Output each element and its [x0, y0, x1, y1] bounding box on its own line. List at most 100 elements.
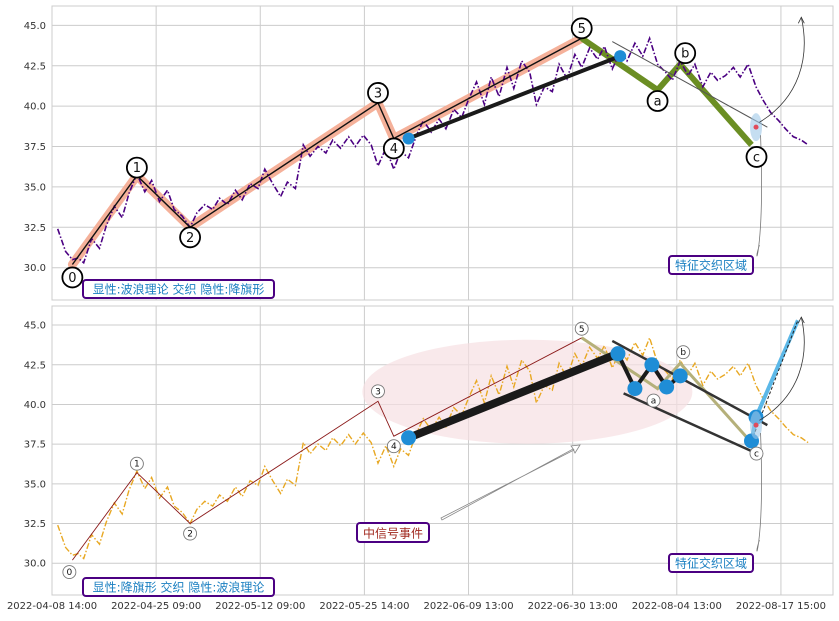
y-tick-label: 35.0	[24, 182, 46, 193]
signal-marker	[627, 381, 643, 397]
y-tick-label: 30.0	[24, 559, 46, 570]
annotation-box	[668, 553, 754, 573]
y-tick-label: 30.0	[24, 263, 46, 274]
x-tick-label: 2022-04-08 14:00	[7, 601, 97, 612]
flagpole-line	[404, 349, 622, 442]
annotation-text: 特征交织区域	[675, 556, 747, 571]
flag-upper-line	[611, 339, 768, 427]
wave-label-c: c	[753, 150, 760, 165]
zone-callout-line	[756, 433, 762, 552]
annotation-box	[668, 255, 754, 275]
wave-label-3: 3	[374, 86, 382, 101]
wave-label-5: 5	[579, 325, 585, 335]
wave-label-circle	[61, 266, 84, 289]
wave-label-circle	[371, 384, 385, 399]
wave-label-circle	[367, 82, 389, 104]
wave-label-a: a	[654, 95, 662, 110]
y-tick-label: 45.0	[24, 21, 46, 32]
x-tick-label: 2022-06-30 13:00	[528, 601, 618, 612]
wave-label-a: a	[651, 397, 657, 407]
wave-label-2: 2	[187, 530, 193, 540]
signal-marker	[610, 346, 626, 362]
wave-label-0: 0	[67, 568, 73, 578]
annotation-box	[82, 577, 275, 597]
event-arrow	[440, 444, 581, 521]
wave-label-circle	[745, 146, 768, 168]
y-tick-label: 42.5	[24, 61, 46, 72]
y-tick-label: 45.0	[24, 321, 46, 332]
wave-skeleton-line	[71, 37, 583, 265]
wave-label-circle	[570, 17, 593, 40]
signal-marker	[401, 430, 417, 446]
y-tick-label: 32.5	[24, 519, 46, 530]
flag-upper-line	[612, 41, 768, 128]
wave-label-circle	[676, 345, 691, 360]
annotation-box	[356, 522, 430, 543]
signal-marker	[659, 379, 675, 395]
intersection-dot	[753, 124, 759, 130]
signal-marker	[402, 132, 415, 145]
wave-label-circle	[749, 446, 764, 461]
wave-label-c: c	[754, 450, 759, 460]
target-arrow	[759, 17, 805, 123]
wave-label-4: 4	[391, 442, 397, 452]
flagpole-line	[406, 54, 623, 141]
top-panel: 30.0 32.5 35.0 37.5 40.0 42.5 45.0 0 1 2 3 4 5 a b c 特征交…	[24, 16, 833, 299]
signal-marker	[644, 357, 660, 373]
x-tick-label: 2022-08-04 13:00	[632, 601, 722, 612]
wave-label-b: b	[681, 47, 689, 62]
chart-layer: 2022-04-08 14:00 2022-04-25 09:00 2022-05-…	[7, 6, 833, 612]
intersection-dot	[753, 422, 759, 428]
wave-label-circle	[382, 137, 405, 160]
wave-label-1: 1	[133, 161, 141, 176]
zone-callout-line	[756, 135, 762, 257]
signal-marker	[614, 50, 627, 63]
x-tick-label: 2022-05-12 09:00	[215, 601, 305, 612]
wave-label-5: 5	[578, 22, 586, 37]
wave-label-circle	[646, 393, 661, 408]
x-tick-label: 2022-04-25 09:00	[111, 601, 201, 612]
target-arrow	[759, 317, 805, 421]
signal-marker	[672, 368, 688, 384]
wave-label-3: 3	[375, 387, 381, 397]
wave-label-circle	[386, 439, 401, 454]
wave-label-1: 1	[134, 460, 140, 470]
wave-label-circle	[646, 90, 669, 112]
annotation-box	[82, 279, 275, 299]
x-tick-label: 2022-05-25 14:00	[319, 601, 409, 612]
y-tick-label: 40.0	[24, 102, 46, 113]
wave-label-circle	[183, 526, 198, 541]
y-tick-label: 37.5	[24, 142, 46, 153]
wave-label-circle	[574, 321, 589, 336]
wave-label-circle	[129, 456, 144, 471]
y-tick-label: 35.0	[24, 479, 46, 490]
y-tick-label: 32.5	[24, 223, 46, 234]
wave-label-circle	[125, 156, 148, 179]
annotation-text: 特征交织区域	[675, 258, 747, 273]
flag-lower-line	[623, 392, 755, 454]
y-tick-label: 42.5	[24, 360, 46, 371]
correction-line	[580, 336, 753, 444]
bottom-panel: 30.0 32.5 35.0 37.5 40.0 42.5 45.0 0 1 2 3 4 5 a b c 中信号…	[24, 316, 833, 597]
annotation-text: 显性:波浪理论 交织 隐性:降旗形	[93, 282, 265, 297]
annotation-text: 显性:降旗形 交织 隐性:波浪理论	[93, 580, 265, 595]
wave-label-2: 2	[186, 231, 194, 246]
top-panel-frame	[51, 5, 834, 301]
wave-label-circle	[674, 42, 697, 65]
x-tick-label: 2022-08-17 15:00	[736, 601, 826, 612]
annotation-text: 中信号事件	[363, 526, 423, 541]
wave-label-circle	[62, 565, 77, 580]
wave-label-b: b	[680, 348, 686, 358]
wave-skeleton-line	[72, 337, 582, 561]
x-tick-label: 2022-06-09 13:00	[423, 601, 513, 612]
target-arrowhead	[797, 16, 805, 24]
y-tick-label: 37.5	[24, 440, 46, 451]
price-series-line	[56, 35, 809, 265]
wave-label-circle	[179, 226, 201, 249]
y-tick-label: 40.0	[24, 400, 46, 411]
wave-label-4: 4	[390, 142, 398, 157]
target-arrowhead	[797, 316, 805, 324]
wave-label-0: 0	[68, 271, 76, 286]
